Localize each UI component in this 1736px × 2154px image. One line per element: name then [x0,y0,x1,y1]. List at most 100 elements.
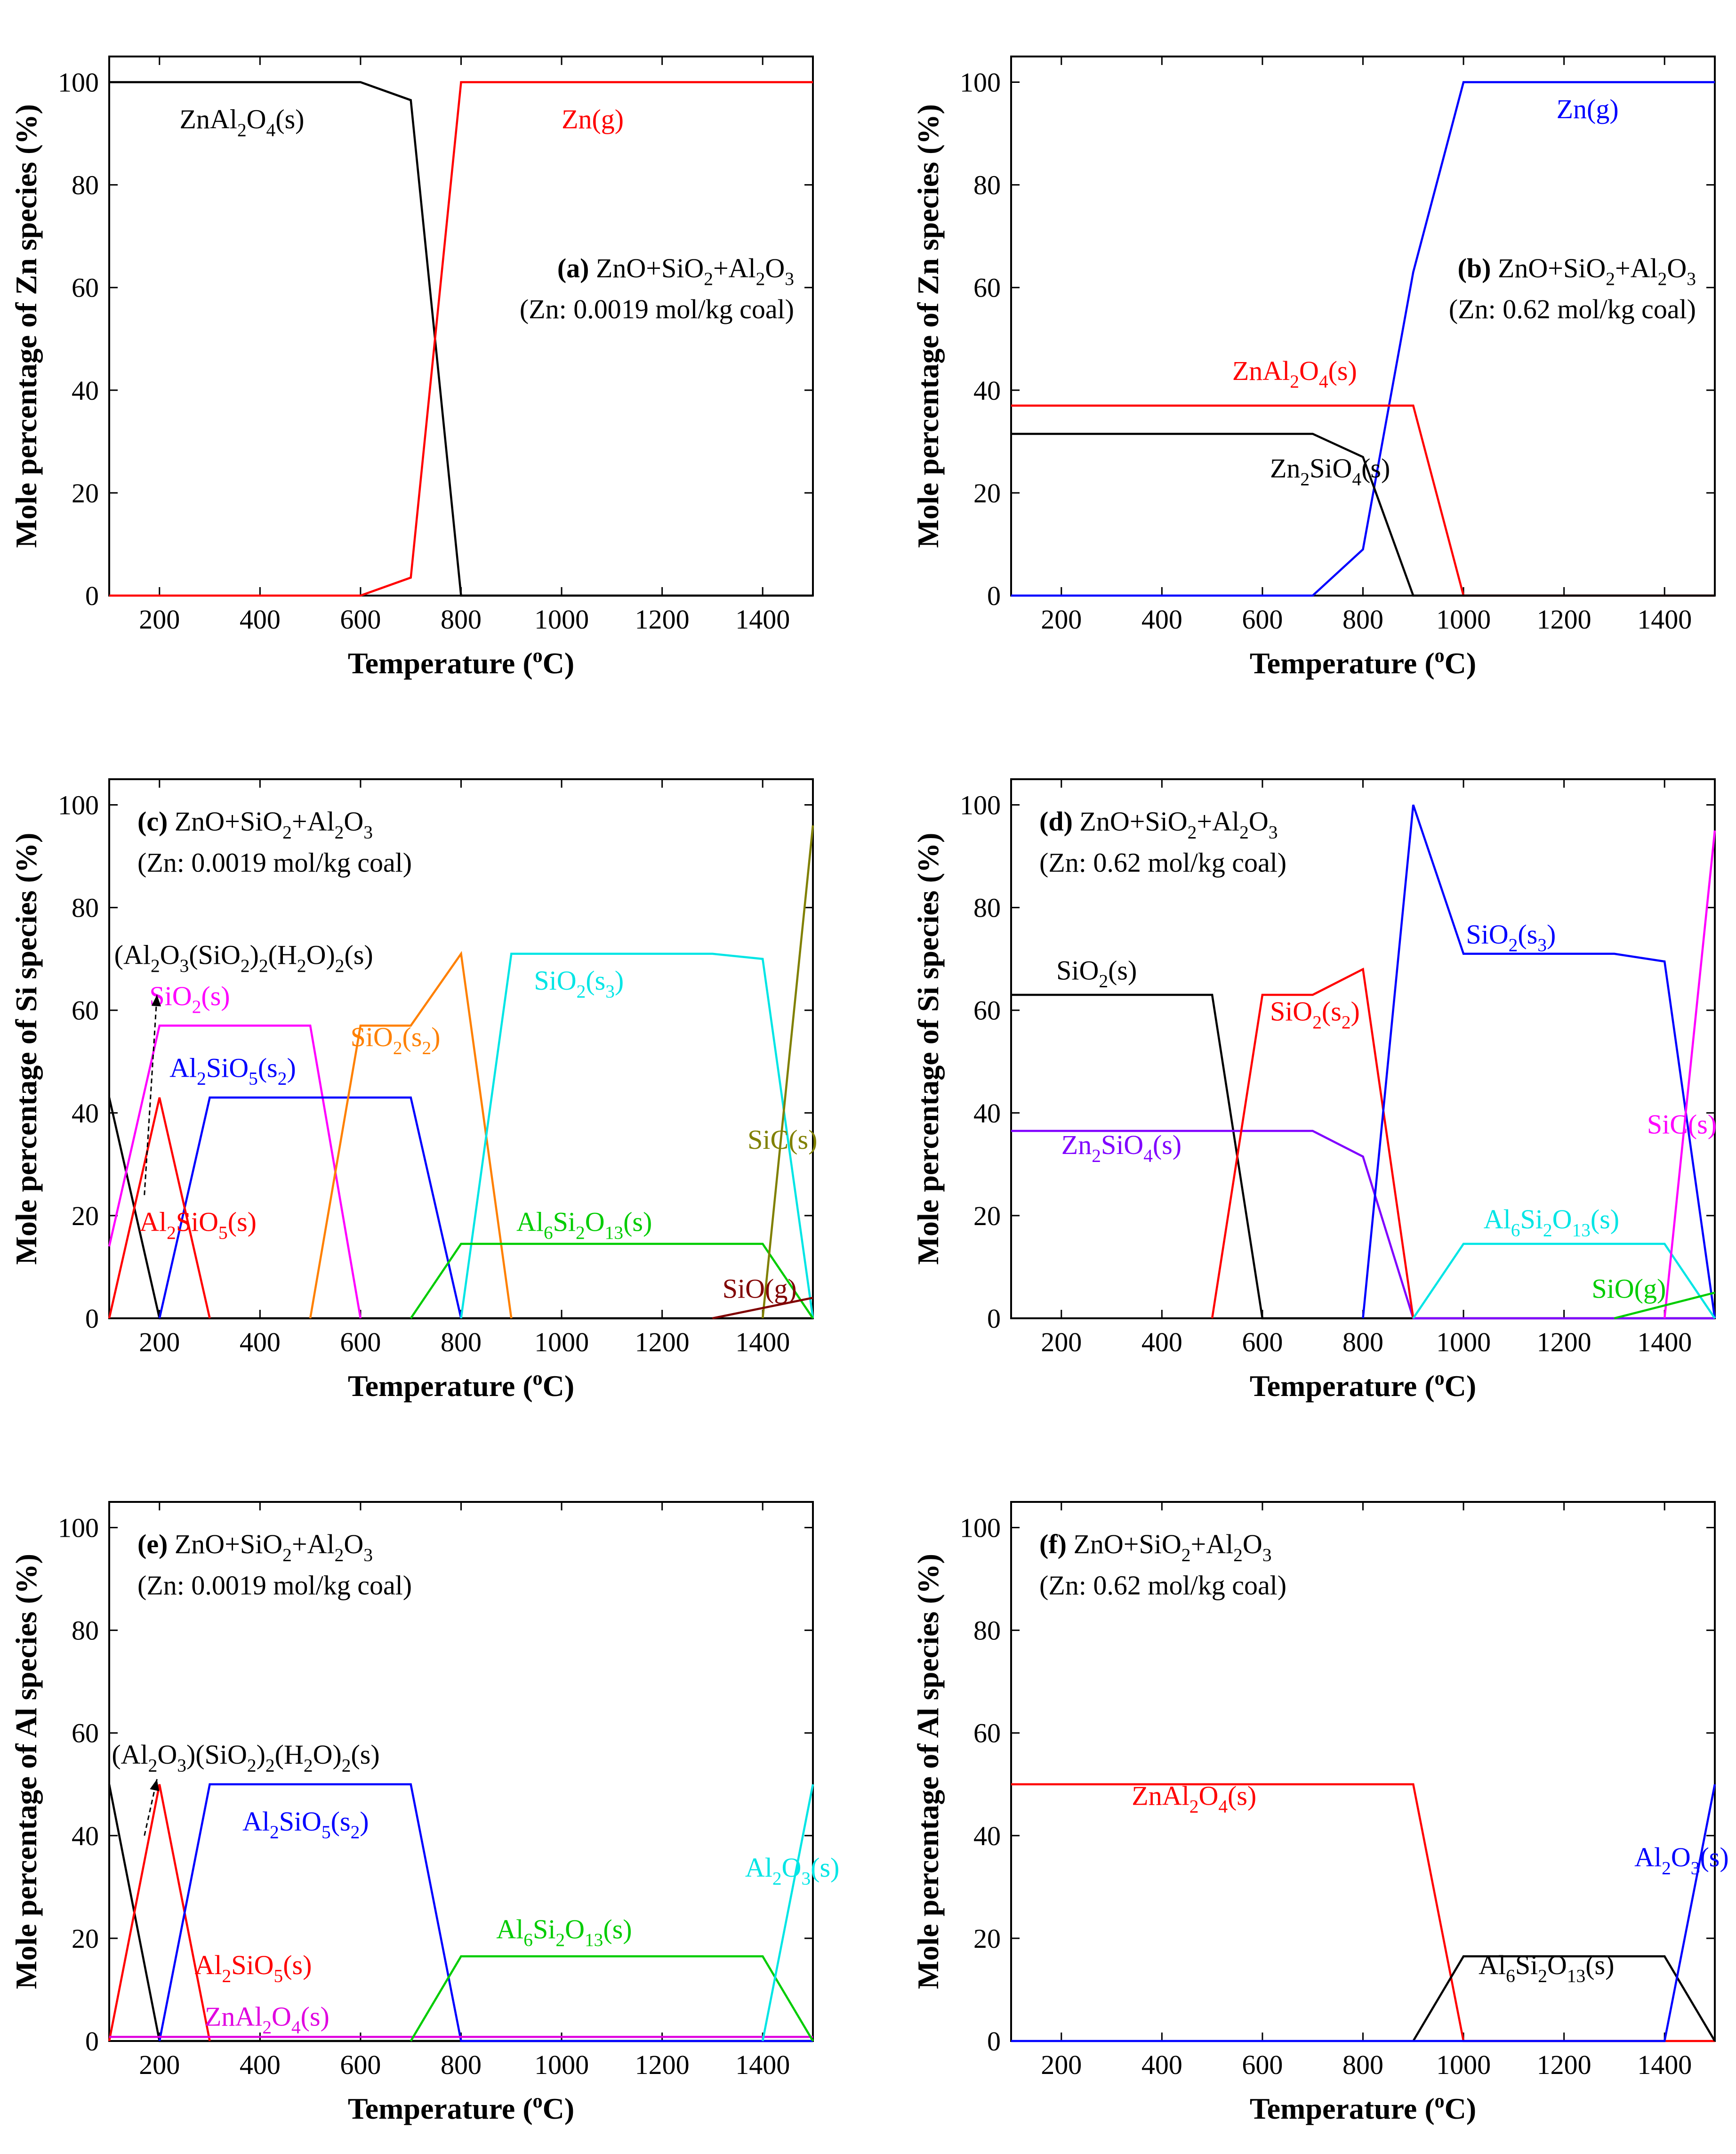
y-tick-label: 80 [72,1615,99,1646]
x-tick-label: 800 [441,1327,482,1357]
y-tick-label: 20 [72,1201,99,1231]
y-tick-label: 40 [973,1098,1001,1129]
y-tick-label: 0 [987,1303,1001,1334]
x-tick-label: 1000 [534,1327,589,1357]
series-label: SiO2(s) [149,981,230,1017]
y-tick-label: 40 [973,1821,1001,1851]
series-label: Al2SiO5(s2) [242,1806,369,1842]
series-label: SiO2(s2) [351,1022,441,1058]
series-line-zn2sio4-s [1011,1129,1715,1320]
x-tick-label: 400 [1141,2049,1182,2080]
y-tick-label: 80 [72,893,99,923]
y-tick-label: 100 [960,1513,1001,1543]
x-axis-label: Temperature (oC) [1250,2090,1476,2125]
series-label: ZnAl2O4(s) [180,104,305,140]
pointer-arrow-head [150,1779,160,1791]
panel-title: (f) ZnO+SiO2+Al2O3 [1039,1529,1272,1565]
panel-title: (c) ZnO+SiO2+Al2O3 [137,806,373,842]
y-tick-label: 100 [58,67,99,98]
x-tick-label: 1200 [635,604,690,635]
x-tick-label: 1200 [1537,2049,1591,2080]
x-tick-label: 400 [1141,604,1182,635]
panel-title: (e) ZnO+SiO2+Al2O3 [137,1529,373,1565]
series-line-zn-g [109,81,813,597]
chart-panel-b: 200 400 600 800 1000 1200 1400 0 20 40 60 80 100 Temp… [911,56,1716,680]
series-line-zn2sio4-s [1011,433,1715,597]
pointer-arrow-line [144,994,158,1195]
x-tick-label: 200 [139,2049,180,2080]
x-tick-label: 1400 [735,2049,790,2080]
series-label: Al2O3(s) [1634,1842,1729,1878]
series-line-znal2o4-s [109,81,813,597]
chart-panel-a: 200 400 600 800 1000 1200 1400 0 20 40 60 80 100 Temp… [9,56,814,680]
series-label: SiO2(s) [1056,955,1137,991]
y-tick-label: 40 [72,1821,99,1851]
series-label: SiC(s) [747,1124,817,1155]
panel-title: (a) ZnO+SiO2+Al2O3 [557,253,794,289]
y-tick-label: 0 [85,2026,99,2057]
x-tick-label: 800 [1342,1327,1383,1357]
x-tick-label: 200 [1041,604,1082,635]
chart-panel-c: 200 400 600 800 1000 1200 1400 0 20 40 60 80 100 Temp… [9,778,817,1403]
y-tick-label: 40 [72,375,99,406]
x-tick-label: 1200 [1537,604,1591,635]
chart-panel-f: 200 400 600 800 1000 1200 1400 0 20 40 60 80 100 Temp… [911,1501,1729,2125]
x-tick-label: 800 [1342,2049,1383,2080]
x-axis-label: Temperature (oC) [348,645,574,680]
y-tick-label: 20 [72,478,99,508]
series-line-al2o3-s [761,1784,814,2041]
series-label: ZnAl2O4(s) [1232,355,1357,392]
series-line-sio-g [712,1297,813,1320]
series-line-al6si2o13-s [410,1955,814,2042]
series-label: Al2O3(s) [745,1852,840,1888]
y-tick-label: 40 [973,375,1001,406]
chart-panel-d: 200 400 600 800 1000 1200 1400 0 20 40 60 80 100 Temp… [911,778,1717,1403]
series-label: Al2SiO5(s) [139,1207,257,1243]
series-line-al2sio5-s [108,1784,211,2041]
series-label: SiO2(s2) [1270,996,1360,1033]
y-tick-label: 60 [973,273,1001,303]
x-tick-label: 1200 [635,2049,690,2080]
x-tick-label: 200 [1041,2049,1082,2080]
y-tick-label: 20 [973,1201,1001,1231]
y-tick-label: 60 [72,995,99,1026]
series-line-al2sio5-s2 [158,1783,813,2042]
panel-subtitle: (Zn: 0.62 mol/kg coal) [1039,847,1286,878]
panel-title: (b) ZnO+SiO2+Al2O3 [1458,253,1696,289]
series-line-sio-g [1614,1291,1715,1320]
y-tick-label: 80 [973,1615,1001,1646]
chart-panel-e: 200 400 600 800 1000 1200 1400 0 20 40 60 80 100 Temp… [9,1501,840,2125]
y-tick-label: 0 [85,1303,99,1334]
x-tick-label: 800 [441,2049,482,2080]
y-tick-label: 0 [987,2026,1001,2057]
series-label: SiO(g) [1591,1273,1666,1304]
y-tick-label: 20 [973,478,1001,508]
y-tick-label: 100 [58,1513,99,1543]
series-label: SiC(s) [1647,1109,1717,1139]
series-label: ZnAl2O4(s) [1132,1780,1256,1816]
panel-subtitle: (Zn: 0.0019 mol/kg coal) [137,847,412,878]
series-label: SiO2(s3) [1466,919,1556,955]
series-line-al6si2o13-s [1412,1242,1716,1319]
y-tick-label: 100 [960,67,1001,98]
y-tick-label: 20 [973,1923,1001,1954]
series-line-sic-s [761,825,814,1319]
y-tick-label: 0 [85,581,99,611]
x-tick-label: 800 [1342,604,1383,635]
series-line-sio2-s3 [460,952,814,1319]
panel-subtitle: (Zn: 0.62 mol/kg coal) [1449,294,1696,324]
y-tick-label: 60 [973,1718,1001,1749]
panel-subtitle: (Zn: 0.0019 mol/kg coal) [520,294,794,324]
x-tick-label: 600 [1242,604,1283,635]
x-tick-label: 1400 [735,1327,790,1357]
series-label: SiO(g) [723,1273,797,1304]
series-label: Zn(g) [1557,94,1619,124]
x-tick-label: 1400 [1637,1327,1692,1357]
x-tick-label: 1000 [1436,1327,1491,1357]
series-label: (Al2O3(SiO2)2(H2O)2(s) [114,940,373,976]
x-tick-label: 600 [340,1327,381,1357]
panel-subtitle: (Zn: 0.62 mol/kg coal) [1039,1570,1286,1600]
series-label: Al6Si2O13(s) [1479,1950,1614,1986]
series-label: Zn2SiO4(s) [1270,453,1390,489]
